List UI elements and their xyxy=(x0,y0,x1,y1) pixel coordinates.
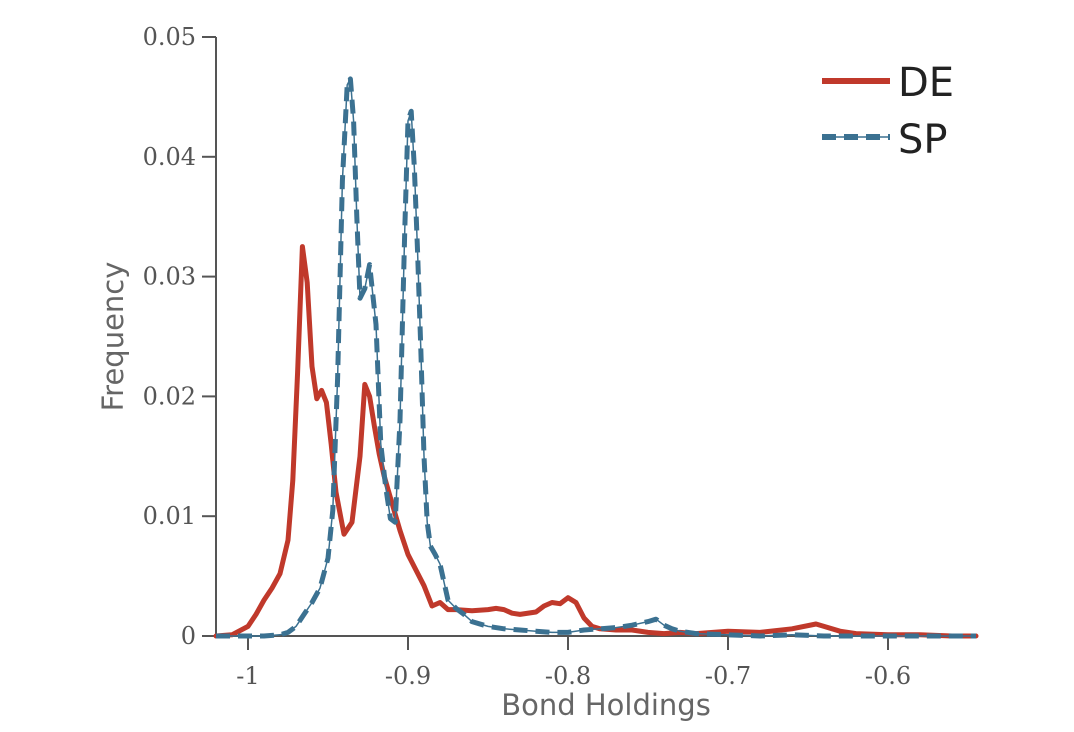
legend: DE SP xyxy=(822,60,954,163)
series-lines xyxy=(213,76,979,639)
y-tick-label: 0 xyxy=(181,622,196,650)
series-line-de xyxy=(213,244,979,639)
x-tick-label: -1 xyxy=(236,662,259,690)
y-tick-label: 0.02 xyxy=(143,382,196,410)
y-axis-title: Frequency xyxy=(96,262,130,412)
y-tick-label: 0.03 xyxy=(143,263,196,291)
y-tick-label: 0.05 xyxy=(143,23,196,51)
x-ticks: -1 -0.9 -0.8 -0.7 -0.6 xyxy=(236,636,911,690)
y-tick-label: 0.01 xyxy=(143,502,196,530)
legend-label-sp: SP xyxy=(898,117,948,163)
x-tick-label: -0.8 xyxy=(545,662,591,690)
y-ticks: 0 0.01 0.02 0.03 0.04 0.05 xyxy=(143,23,216,650)
axes xyxy=(215,37,976,637)
x-axis-title: Bond Holdings xyxy=(501,688,711,722)
y-tick-label: 0.04 xyxy=(143,143,196,171)
x-tick-label: -0.9 xyxy=(385,662,431,690)
x-tick-label: -0.6 xyxy=(865,662,911,690)
legend-label-de: DE xyxy=(898,60,954,106)
x-tick-label: -0.7 xyxy=(705,662,751,690)
series-line-sp xyxy=(216,76,976,639)
